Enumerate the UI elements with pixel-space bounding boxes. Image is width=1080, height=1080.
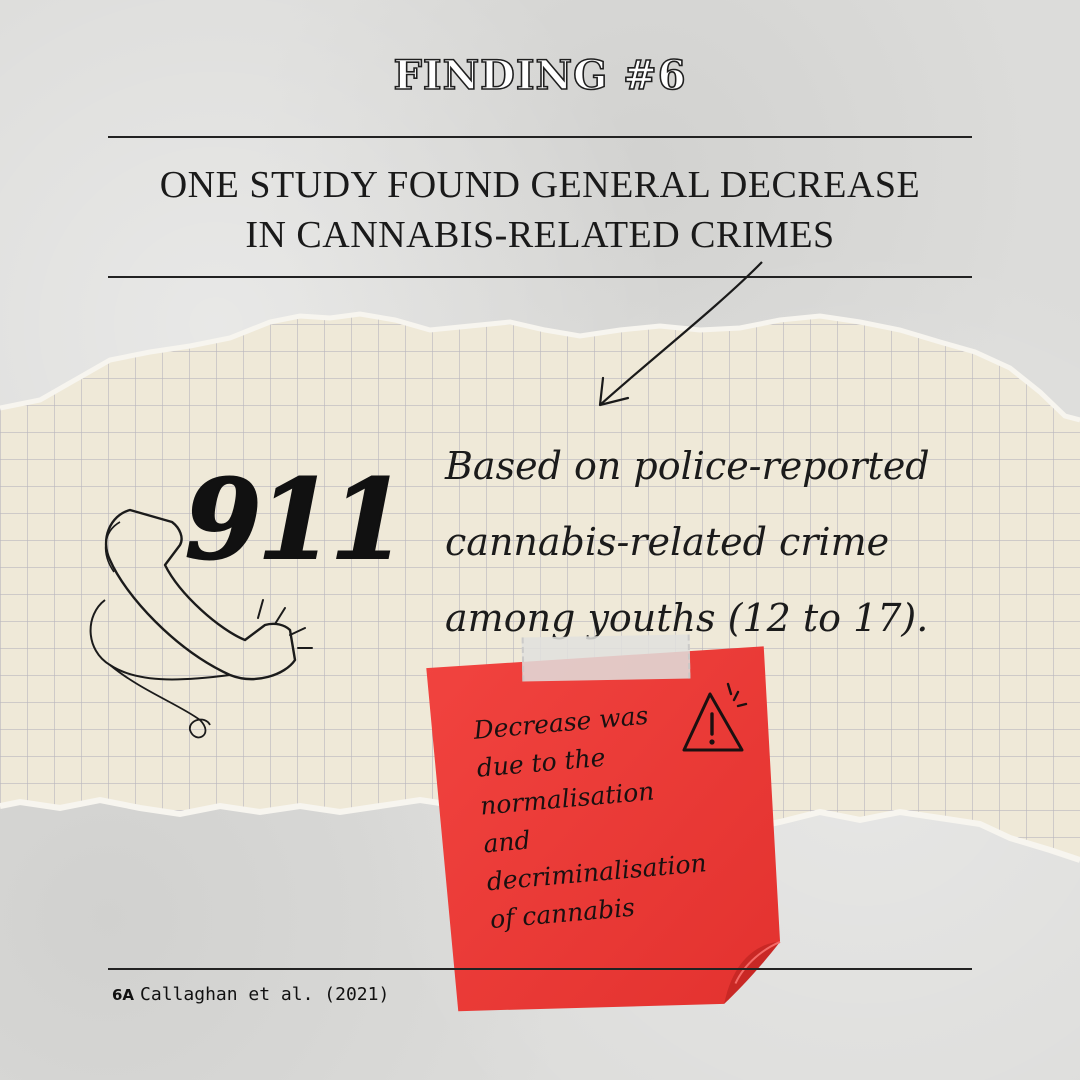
description: Based on police-reported cannabis-relate… [445, 428, 1005, 656]
reference-tag: 6A [112, 986, 135, 1004]
citation: 6A Callaghan et al. (2021) [112, 984, 389, 1005]
warning-icon [682, 682, 748, 752]
page-title: FINDING #6 [393, 51, 687, 100]
emergency-number: 911 [184, 454, 408, 585]
subtitle-line-1: ONE STUDY FOUND GENERAL DECREASE [159, 164, 921, 206]
sticky-note-text: Decrease was due to the normalisation an… [472, 688, 771, 940]
telephone-icon [89, 508, 313, 739]
subtitle: ONE STUDY FOUND GENERAL DECREASE IN CANN… [108, 160, 972, 260]
divider-bottom [108, 968, 972, 970]
description-line-1: Based on police-reported [445, 444, 930, 488]
sticky-note [426, 646, 781, 1012]
citation-text: Callaghan et al. (2021) [140, 984, 390, 1005]
divider-top [108, 136, 972, 138]
divider-middle [108, 276, 972, 278]
description-line-3: among youths (12 to 17). [445, 596, 929, 640]
subtitle-line-2: IN CANNABIS-RELATED CRIMES [245, 214, 835, 256]
tape [521, 634, 691, 682]
description-line-2: cannabis-related crime [445, 520, 890, 564]
